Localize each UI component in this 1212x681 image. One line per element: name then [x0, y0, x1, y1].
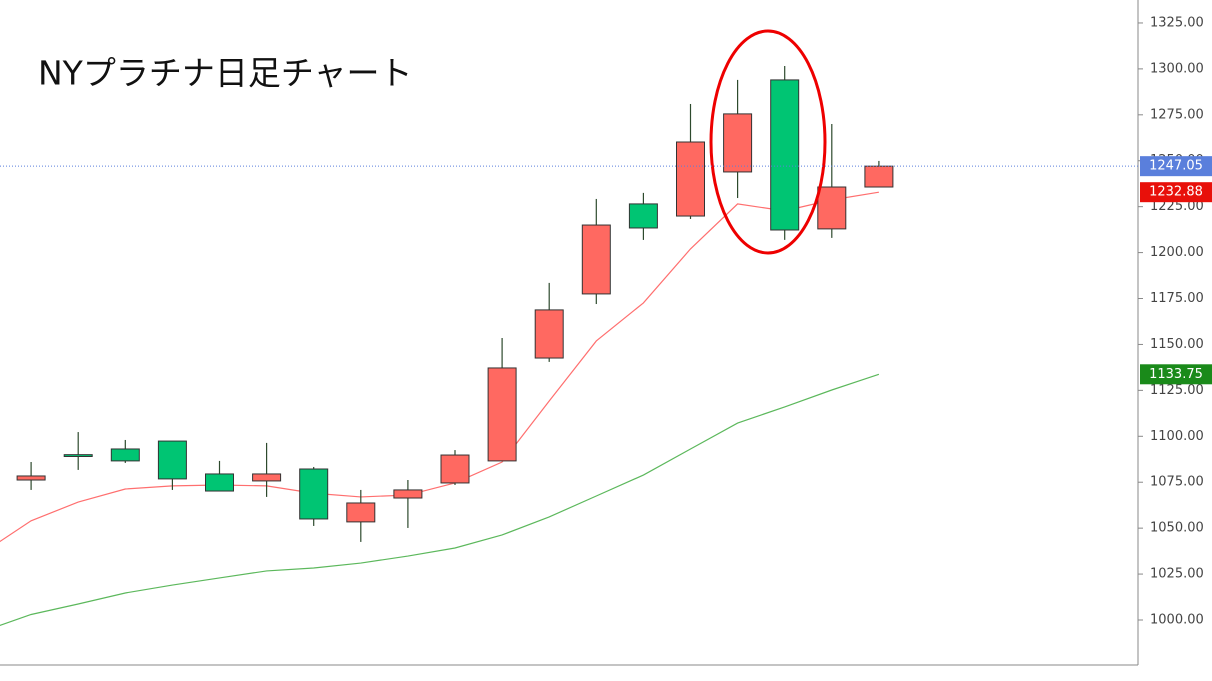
candle-body — [770, 79, 800, 231]
candle-body — [252, 473, 282, 482]
plot-area — [0, 65, 894, 627]
candle-body — [393, 489, 423, 499]
y-tick-label: 1125.00 — [1150, 383, 1204, 398]
y-tick-label: 1300.00 — [1150, 61, 1204, 76]
y-tick-label: 1275.00 — [1150, 107, 1204, 122]
chart-title: NYプラチナ日足チャート — [38, 54, 413, 93]
price-tag — [1140, 156, 1212, 177]
y-tick-label: 1175.00 — [1150, 291, 1204, 306]
candle-body — [63, 454, 93, 457]
price-tag-label: 1133.75 — [1149, 367, 1203, 382]
candle-body — [676, 141, 705, 217]
y-tick-label: 1000.00 — [1150, 612, 1204, 627]
y-tick-label: 1075.00 — [1150, 475, 1204, 490]
candle-body — [16, 475, 46, 481]
price-tag — [1140, 364, 1212, 385]
candle-body — [110, 448, 140, 462]
moving-average-line — [0, 373, 880, 627]
price-tag-label: 1232.88 — [1149, 185, 1203, 200]
candle-body — [440, 454, 470, 484]
candle-body — [628, 203, 658, 229]
y-tick-label: 1325.00 — [1150, 15, 1204, 30]
y-tick-label: 1200.00 — [1150, 245, 1204, 260]
candle-body — [864, 165, 894, 188]
y-tick-label: 1100.00 — [1150, 429, 1204, 444]
y-tick-label: 1225.00 — [1150, 199, 1204, 214]
candle-body — [346, 502, 376, 523]
price-tag — [1140, 182, 1212, 203]
candle-body — [534, 309, 564, 359]
highlight-ellipse — [709, 29, 827, 255]
candle-body — [157, 440, 187, 480]
y-tick-label: 1150.00 — [1150, 337, 1204, 352]
price-tag-label: 1247.05 — [1149, 159, 1203, 174]
candle-body — [817, 186, 847, 230]
candle-body — [487, 367, 517, 462]
candle-body — [723, 113, 753, 173]
candle-body — [205, 473, 234, 492]
moving-average-line — [0, 191, 879, 543]
y-tick-label: 1050.00 — [1150, 521, 1204, 536]
y-tick-label: 1025.00 — [1150, 567, 1204, 582]
candle-body — [581, 224, 611, 295]
candle-body — [299, 468, 329, 520]
